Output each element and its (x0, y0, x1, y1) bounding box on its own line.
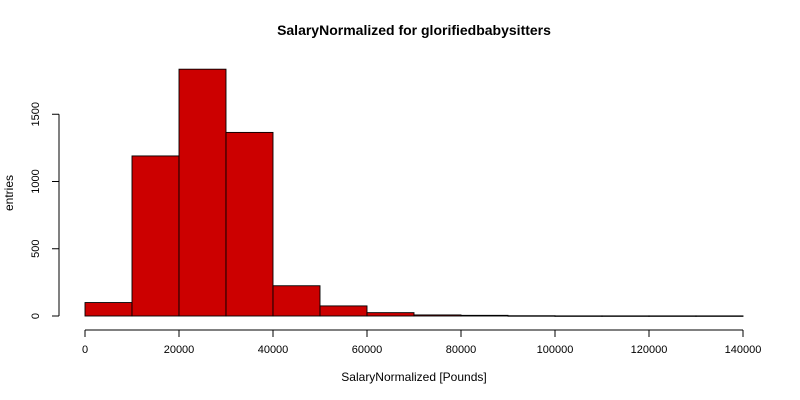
x-tick-label-0: 0 (82, 344, 88, 356)
y-tick-label-0: 0 (30, 313, 42, 319)
x-tick-label-6: 120000 (631, 344, 668, 356)
x-tick-label-1: 20000 (164, 344, 195, 356)
histogram-bar-8 (460, 314, 509, 317)
histogram-bar-3 (225, 131, 274, 317)
x-axis: 0 20000 40000 60000 80000 100000 120000 140000 (82, 329, 762, 356)
histogram-bar-12 (648, 315, 697, 317)
histogram-bar-2 (178, 68, 227, 317)
y-tick-label-2: 1000 (30, 169, 42, 193)
histogram-bar-7 (413, 314, 462, 317)
histogram-bar-4 (272, 285, 321, 317)
x-tick-label-7: 140000 (725, 344, 762, 356)
histogram-bar-6 (366, 312, 415, 317)
x-tick-label-5: 100000 (537, 344, 574, 356)
bars-group (84, 68, 744, 317)
x-axis-label: SalaryNormalized [Pounds] (341, 370, 486, 384)
histogram-bar-5 (319, 305, 368, 317)
y-tick-label-3: 1500 (30, 102, 42, 126)
histogram-bar-11 (601, 315, 650, 317)
x-tick-label-4: 80000 (446, 344, 477, 356)
y-tick-label-1: 500 (30, 240, 42, 258)
histogram-bar-9 (507, 315, 556, 317)
histogram-bar-1 (131, 155, 180, 317)
x-tick-label-3: 60000 (352, 344, 383, 356)
y-axis: 0 500 1000 1500 (30, 102, 60, 319)
histogram-bar-13 (695, 315, 744, 317)
y-axis-label: entries (2, 175, 16, 211)
histogram-bar-0 (84, 302, 133, 317)
x-tick-label-2: 40000 (258, 344, 289, 356)
histogram-bar-10 (554, 315, 603, 317)
chart-title: SalaryNormalized for glorifiedbabysitter… (277, 22, 551, 38)
